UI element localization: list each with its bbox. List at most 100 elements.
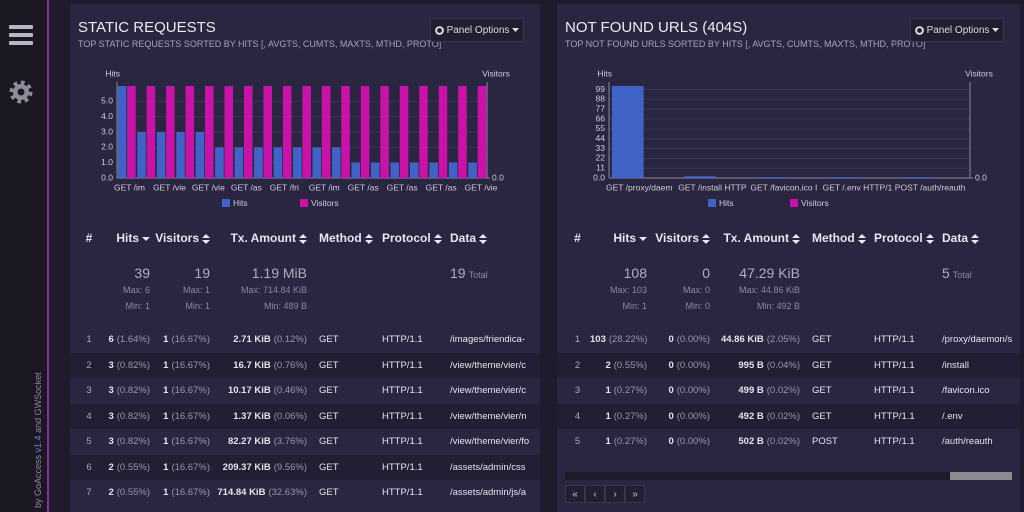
table-cell: 499 B (0.02%)	[715, 385, 805, 396]
table-cell: GET	[805, 385, 867, 396]
table-cell: HTTP/1.1	[375, 487, 443, 498]
caret	[512, 27, 520, 32]
cell-value: HTTP/1.1	[874, 385, 915, 397]
table-cell: 502 B (0.02%)	[715, 436, 805, 447]
legend-label: Visitors	[311, 198, 339, 208]
table-cell: HTTP/1.1	[375, 334, 443, 345]
table-cell: 492 B (0.02%)	[715, 411, 805, 422]
sort-icon	[479, 233, 488, 244]
y-tick-label: 22	[596, 153, 606, 163]
cell-percent: (0.00%)	[676, 334, 710, 346]
sort-up	[364, 233, 373, 238]
column-header[interactable]: Protocol	[375, 231, 443, 245]
table-cell: /images/friendica-	[443, 334, 530, 345]
table-cell: /view/theme/vier/c	[443, 360, 530, 371]
cell-value: HTTP/1.1	[874, 436, 915, 448]
table-cell: 5	[565, 436, 590, 447]
cell-value: 6	[108, 334, 114, 346]
column-header[interactable]: Tx. Amount	[215, 231, 312, 245]
gear-icon	[434, 25, 444, 35]
column-header[interactable]: Tx. Amount	[715, 231, 805, 245]
y-tick-label: 3.0	[101, 126, 113, 136]
table-cell: 1 (16.67%)	[155, 385, 215, 396]
column-header[interactable]: Data	[443, 231, 530, 245]
cell-value: 3	[108, 436, 114, 448]
bar	[409, 162, 419, 178]
sidebar-graphics: by GoAccess v1.4 and GWSocket	[9, 25, 43, 508]
cell-value: 16.7 KiB	[233, 359, 271, 371]
column-header[interactable]: Protocol	[867, 231, 935, 245]
y2-axis-label: Visitors	[482, 68, 510, 78]
y-tick-label: 66	[596, 113, 606, 123]
cell-value: /view/theme/vier/c	[450, 385, 527, 397]
page-button[interactable]: «	[565, 485, 585, 503]
table-cell: 103 (28.22%)	[590, 334, 652, 345]
cell-value: 4	[574, 410, 581, 422]
column-header[interactable]: Visitors	[652, 231, 715, 245]
table-row: 6 2 (0.55%) 1 (16.67%) 209.37 KiB (9.56%) GET HT…	[70, 454, 540, 480]
column-title: Hits	[613, 231, 636, 245]
summary-max: Max: 6	[122, 285, 150, 295]
legend-swatch	[790, 199, 798, 207]
table-cell: 3 (0.82%)	[100, 411, 155, 422]
page-button[interactable]: ‹	[585, 485, 605, 503]
summary-min: Min: 1	[622, 301, 647, 311]
panel-options-button[interactable]: Panel Options	[430, 18, 524, 42]
summary-max: Max: 0	[682, 285, 710, 295]
sort-icon	[857, 233, 866, 244]
bar	[458, 86, 467, 178]
column-header[interactable]: Visitors	[155, 231, 215, 245]
legend-swatch	[300, 199, 308, 207]
table-cell: HTTP/1.1	[867, 360, 935, 371]
cell-value: 1	[163, 334, 169, 346]
bar	[331, 147, 341, 178]
page-button[interactable]: »	[625, 485, 645, 503]
table-cell: 2.71 KiB (0.12%)	[215, 334, 312, 345]
cell-percent: (9.56%)	[273, 461, 307, 473]
sort-caret	[142, 236, 150, 241]
table-cell: HTTP/1.1	[867, 385, 935, 396]
sort-down	[479, 239, 488, 244]
cell-value: /view/theme/vier/fo	[450, 436, 530, 448]
panel-options-button[interactable]: Panel Options	[910, 18, 1004, 42]
summary-cell: 5 Total	[935, 264, 1020, 283]
cell-value: 1	[86, 334, 92, 346]
column-title: Tx. Amount	[230, 231, 296, 245]
page-button[interactable]: ›	[605, 485, 625, 503]
bar	[224, 86, 234, 178]
cell-percent: (0.00%)	[676, 359, 710, 371]
column-header[interactable]: Hits	[590, 231, 652, 245]
column-header[interactable]: Hits	[100, 231, 155, 245]
menu-icon[interactable]	[9, 25, 33, 45]
cell-value: 1	[163, 385, 169, 397]
scrollbar-thumb[interactable]	[950, 472, 1012, 480]
bar	[448, 162, 458, 178]
table-cell: HTTP/1.1	[867, 411, 935, 422]
bar	[243, 86, 253, 178]
summary-value: 108	[623, 265, 647, 281]
sort-icon	[142, 236, 150, 241]
cell-value: 1.37 KiB	[233, 410, 271, 422]
cell-value: 209.37 KiB	[222, 461, 271, 473]
table-cell: 0 (0.00%)	[652, 360, 715, 371]
settings-icon[interactable]	[9, 80, 33, 104]
cell-value: GET	[319, 385, 339, 397]
table-cell: GET	[805, 334, 867, 345]
bar	[756, 177, 789, 178]
sort-up	[433, 233, 442, 238]
x-tick-label: GET /vie	[192, 182, 225, 192]
table-row: 4 3 (0.82%) 1 (16.67%) 1.37 KiB (0.06%) GET HTTP…	[70, 403, 540, 429]
bar	[117, 86, 127, 178]
cell-value: 2	[574, 359, 581, 371]
cell-value: /favicon.ico	[942, 385, 990, 397]
cell-value: 3	[86, 385, 92, 397]
bar	[390, 162, 399, 178]
column-header[interactable]: Method	[805, 231, 867, 245]
column-header[interactable]: Data	[935, 231, 1020, 245]
cell-value: 1	[163, 487, 169, 499]
cell-percent: (16.67%)	[171, 487, 210, 499]
gear-shape	[434, 25, 444, 35]
table-row: 1 103 (28.22%) 0 (0.00%) 44.86 KiB (2.05%) GET H…	[557, 327, 1020, 353]
column-header[interactable]: Method	[312, 231, 375, 245]
cell-percent: (0.76%)	[273, 359, 307, 371]
